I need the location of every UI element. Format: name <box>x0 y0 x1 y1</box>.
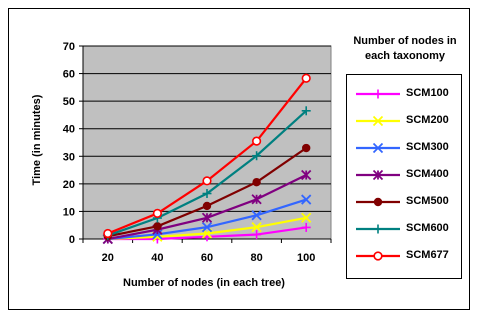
legend-swatch-scm500 <box>354 194 402 210</box>
x-tick-label: 20 <box>102 252 114 264</box>
x-tick-label: 100 <box>297 252 315 264</box>
y-tick-label: 60 <box>63 69 75 81</box>
legend-item-scm500: SCM500 <box>354 194 464 210</box>
data-point-scm500 <box>302 144 310 152</box>
legend-swatch-scm100 <box>354 86 402 102</box>
x-tick-label: 80 <box>250 252 262 264</box>
y-tick-label: 30 <box>63 151 75 163</box>
y-axis-title: Time (in minutes) <box>31 94 43 185</box>
y-tick-label: 50 <box>63 96 75 108</box>
data-point-scm500 <box>203 202 211 210</box>
legend-marker-scm600 <box>374 225 383 234</box>
data-point-scm677 <box>302 74 310 82</box>
legend-item-scm200: SCM200 <box>354 113 464 129</box>
x-axis-title: Number of nodes (in each tree) <box>123 277 285 289</box>
legend-marker-scm677 <box>374 252 382 260</box>
legend-marker-scm100 <box>374 90 383 99</box>
x-tick-label: 40 <box>151 252 163 264</box>
legend-item-scm100: SCM100 <box>354 86 464 102</box>
legend-item-scm400: SCM400 <box>354 167 464 183</box>
data-point-scm677 <box>253 137 261 145</box>
legend-marker-scm500 <box>374 198 382 206</box>
y-tick-label: 10 <box>63 206 75 218</box>
data-point-scm500 <box>252 178 260 186</box>
legend-label: SCM200 <box>406 114 449 126</box>
legend-swatch-scm600 <box>354 221 402 237</box>
legend-swatch-scm677 <box>354 248 402 264</box>
y-tick-label: 20 <box>63 179 75 191</box>
legend-label: SCM600 <box>406 222 449 234</box>
legend-label: SCM300 <box>406 141 449 153</box>
legend-item-scm300: SCM300 <box>354 140 464 156</box>
legend-label: SCM500 <box>406 195 449 207</box>
data-point-scm677 <box>203 177 211 185</box>
y-tick-label: 40 <box>63 124 75 136</box>
y-tick-label: 0 <box>69 234 75 246</box>
legend-label: SCM100 <box>406 87 449 99</box>
data-point-scm677 <box>104 230 112 238</box>
legend-item-scm677: SCM677 <box>354 248 464 264</box>
y-tick-label: 70 <box>63 41 75 53</box>
x-tick-label: 60 <box>201 252 213 264</box>
data-point-scm500 <box>153 222 161 230</box>
data-point-scm677 <box>154 210 162 218</box>
legend-label: SCM677 <box>406 249 449 261</box>
legend-item-scm600: SCM600 <box>354 221 464 237</box>
legend-swatch-scm200 <box>354 113 402 129</box>
legend-title: Number of nodes in each taxonomy <box>346 34 464 64</box>
legend-swatch-scm300 <box>354 140 402 156</box>
legend-label: SCM400 <box>406 168 449 180</box>
legend-swatch-scm400 <box>354 167 402 183</box>
